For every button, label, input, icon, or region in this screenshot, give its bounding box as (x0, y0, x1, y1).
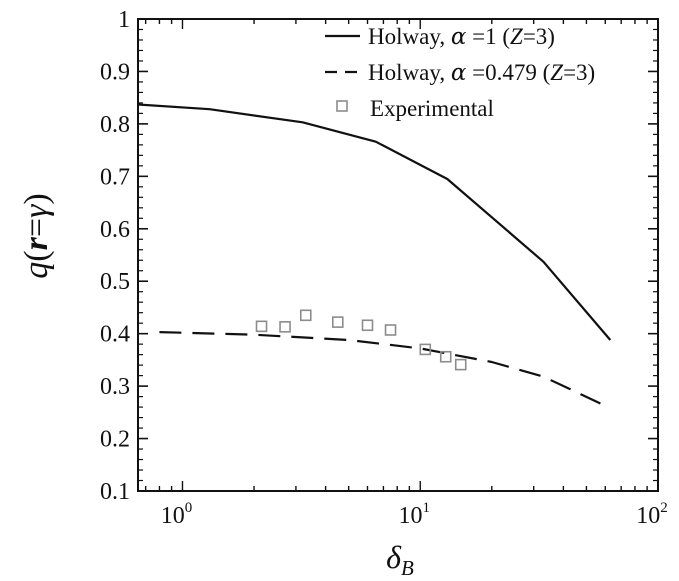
y-tick-label: 0.6 (100, 217, 130, 243)
experimental-point (331, 316, 344, 328)
legend: Holway, α =1 (Z=3) Holway, α =0.479 (Z=3… (325, 24, 595, 121)
x-axis-title: δB (386, 539, 414, 580)
experimental-point (299, 309, 312, 322)
y-tick-label: 0.8 (100, 112, 130, 138)
y-tick-label: 0.1 (100, 479, 130, 505)
experimental-point (255, 320, 268, 333)
experimental-point (279, 321, 291, 333)
experimental-point (439, 350, 452, 363)
y-tick-label: 0.3 (100, 374, 130, 400)
y-axis-title: q(r=γ) (18, 193, 55, 278)
experimental-point (361, 319, 374, 332)
y-tick-label: 1 (118, 7, 130, 33)
x-tick-label: 101 (398, 500, 430, 529)
y-axis: 0.1 0.2 0.3 0.4 0.5 0.6 0.7 0.8 0.9 1 (100, 7, 658, 505)
legend-label-3: Experimental (370, 96, 494, 121)
x-tick-label: 100 (161, 500, 193, 529)
plot-area (137, 18, 659, 492)
experimental-point (419, 343, 432, 356)
legend-label-1: Holway, α =1 (Z=3) (368, 24, 555, 50)
legend-label-2: Holway, α =0.479 (Z=3) (368, 60, 595, 86)
x-axis: 100 101 102 (144, 19, 668, 529)
experimental-point (454, 358, 467, 371)
experimental-point (384, 324, 397, 336)
y-tick-label: 0.2 (100, 427, 130, 453)
series-line-solid (137, 103, 612, 341)
y-tick-label: 0.5 (100, 269, 130, 295)
x-tick-label: 102 (636, 500, 668, 529)
series-layer (137, 103, 612, 410)
y-tick-label: 0.7 (100, 164, 130, 190)
y-tick-label: 0.4 (100, 322, 130, 348)
y-tick-label: 0.9 (100, 59, 130, 85)
legend-marker-square (336, 100, 348, 112)
